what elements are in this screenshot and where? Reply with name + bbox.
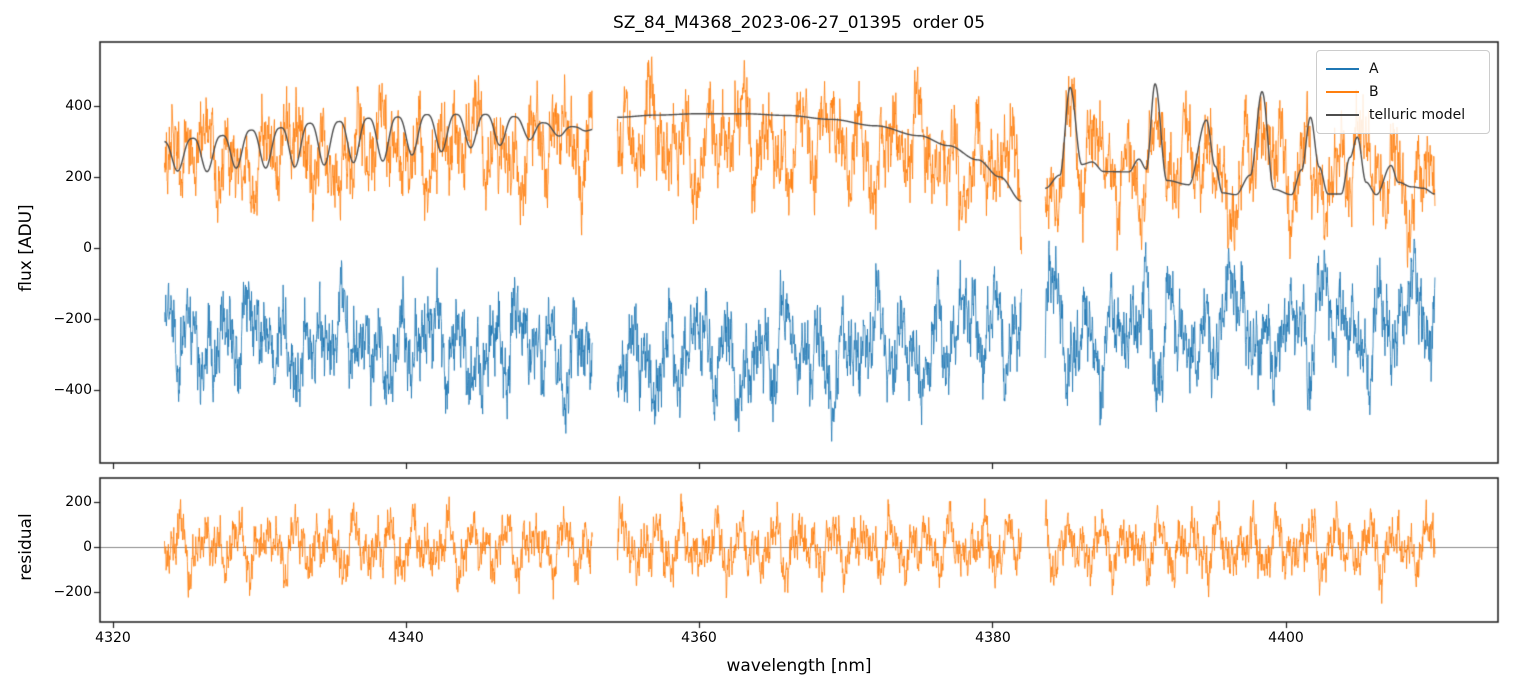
plot-title: SZ_84_M4368_2023-06-27_01395 order 05	[612, 13, 986, 33]
residual-y-tick-label: 200	[65, 494, 92, 510]
y-axis-label-flux: flux [ADU]	[16, 204, 36, 292]
legend-label-telluric: telluric model	[1369, 106, 1466, 123]
residual-y-tick-label: 0	[83, 539, 92, 555]
legend: A B telluric model	[1316, 50, 1490, 134]
legend-item-telluric-model: telluric model	[1326, 103, 1479, 126]
x-tick-label: 4400	[1268, 630, 1304, 646]
residual-y-tick-label: −200	[53, 584, 92, 600]
legend-line-b-swatch	[1326, 91, 1359, 93]
x-axis-label: wavelength [nm]	[726, 656, 872, 676]
x-tick-label: 4360	[681, 630, 717, 646]
x-tick-label: 4320	[95, 630, 131, 646]
flux-y-tick-label: −400	[53, 382, 92, 398]
legend-label-b: B	[1369, 84, 1379, 100]
flux-y-tick-label: −200	[53, 311, 92, 327]
y-axis-label-residual: residual	[16, 513, 36, 581]
flux-y-tick-label: 0	[83, 240, 92, 256]
x-tick-label: 4380	[975, 630, 1011, 646]
x-tick-label: 4340	[388, 630, 424, 646]
legend-line-a-swatch	[1326, 68, 1359, 71]
legend-line-telluric-swatch	[1326, 113, 1359, 116]
legend-label-a: A	[1369, 61, 1379, 78]
legend-item-b: B	[1326, 81, 1479, 104]
flux-y-tick-label: 200	[65, 169, 92, 185]
flux-y-tick-label: 400	[65, 98, 92, 114]
legend-item-a: A	[1326, 58, 1479, 81]
